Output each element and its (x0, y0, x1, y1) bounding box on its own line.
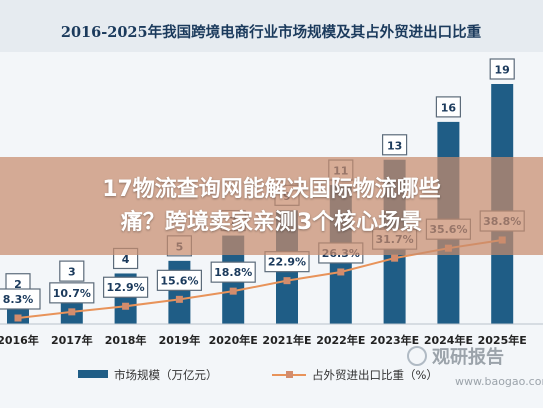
line-label-box-1 (49, 282, 95, 304)
line-label-box-2 (102, 276, 149, 298)
line-point-4 (229, 287, 237, 295)
line-label-0: 8.3% (3, 293, 34, 306)
article-overlay: 17物流查询网能解决国际物流哪些 痛？跨境卖家亲测3个核心场景 (0, 157, 543, 255)
bar-label-box-9 (489, 58, 515, 80)
x-tick-label-5: 2021年E (262, 333, 311, 347)
bar-label-2: 4 (122, 253, 130, 266)
x-tick-label-3: 2019年 (159, 333, 201, 347)
line-label-4: 18.8% (214, 266, 252, 279)
legend-line-label: 占外贸进出口比重（%） (312, 368, 438, 382)
chart-title: 2016-2025年我国跨境电商行业市场规模及其占外贸进出口比重 (61, 23, 482, 41)
bar-label-7: 13 (387, 139, 402, 152)
line-label-5: 22.9% (268, 256, 306, 269)
bar-label-box-7 (382, 134, 408, 156)
watermark-logo-icon (407, 346, 427, 366)
bar-label-box-1 (59, 260, 85, 282)
x-tick-label-2: 2018年 (105, 333, 147, 347)
line-label-2: 12.9% (107, 281, 145, 294)
x-tick-label-6: 2022年E (316, 333, 365, 347)
overlay-title-line-1: 17物流查询网能解决国际物流哪些 (102, 177, 441, 202)
x-tick-label-7: 2023年E (370, 333, 419, 347)
line-label-3: 15.6% (160, 274, 198, 287)
legend: 市场规模（万亿元） 占外贸进出口比重（%） (78, 368, 438, 382)
x-tick-label-8: 2024年E (424, 333, 473, 347)
line-point-7 (391, 254, 399, 262)
title-bar (0, 0, 543, 52)
line-label-box-3 (156, 269, 202, 291)
bar-label-1: 3 (68, 266, 76, 279)
line-label-box-0 (0, 288, 41, 310)
line-point-1 (68, 308, 76, 316)
x-tick-label-9: 2025年E (478, 333, 527, 347)
x-tick-label-0: 2016年 (0, 333, 39, 347)
line-point-0 (14, 314, 22, 322)
watermark: 观研报告 www.baogao.com (407, 346, 543, 388)
line-point-5 (283, 277, 291, 285)
x-tick-label-4: 2020年E (209, 333, 258, 347)
legend-bar-label: 市场规模（万亿元） (114, 368, 218, 382)
bar-label-8: 16 (441, 101, 457, 114)
legend-line-marker (286, 371, 293, 378)
bar-label-box-8 (435, 96, 461, 118)
line-label-box-4 (210, 261, 256, 283)
line-point-3 (175, 295, 183, 303)
line-point-6 (337, 268, 345, 276)
overlay-title-line-2: 痛？跨境卖家亲测3个核心场景 (120, 210, 423, 235)
x-tick-label-1: 2017年 (51, 333, 93, 347)
bar-label-9: 19 (495, 64, 510, 77)
legend-bar-swatch (78, 370, 108, 378)
watermark-brand: 观研报告 (432, 346, 504, 368)
line-label-1: 10.7% (53, 287, 91, 300)
watermark-url: www.baogao.com (455, 375, 543, 388)
bar-label-0: 2 (14, 278, 22, 291)
line-point-2 (122, 302, 130, 310)
